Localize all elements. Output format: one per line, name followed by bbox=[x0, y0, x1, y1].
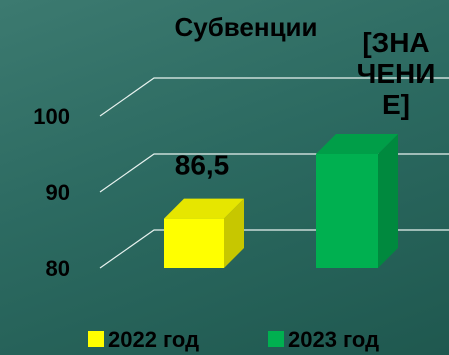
bar-front bbox=[316, 154, 378, 268]
data-labels: 86,5 [ЗНА ЧЕНИ Е] bbox=[175, 27, 436, 181]
legend-item-2023: 2023 год bbox=[268, 327, 379, 352]
data-label-2023: [ЗНА ЧЕНИ Е] bbox=[357, 27, 436, 120]
data-label-2022: 86,5 bbox=[175, 150, 230, 181]
gridline bbox=[99, 77, 449, 117]
legend-swatch bbox=[268, 331, 284, 347]
bar-top bbox=[164, 198, 244, 219]
bar-2023 bbox=[316, 134, 398, 268]
y-tick-label: 90 bbox=[46, 180, 70, 205]
bar-top bbox=[316, 134, 398, 154]
legend-label: 2023 год bbox=[288, 327, 379, 352]
bar-side bbox=[224, 198, 244, 268]
chart-title: Субвенции bbox=[174, 12, 317, 42]
legend: 2022 год 2023 год bbox=[88, 327, 379, 352]
data-label-line: Е] bbox=[382, 89, 410, 120]
bar-front bbox=[164, 218, 224, 268]
bar-2022 bbox=[164, 198, 244, 268]
y-axis-ticks: 80 90 100 bbox=[33, 104, 70, 281]
y-tick-label: 80 bbox=[46, 256, 70, 281]
data-label-line: ЧЕНИ bbox=[357, 58, 436, 89]
data-label-line: [ЗНА bbox=[362, 27, 429, 58]
bar-side bbox=[378, 134, 398, 268]
legend-item-2022: 2022 год bbox=[88, 327, 199, 352]
legend-swatch bbox=[88, 331, 104, 347]
legend-label: 2022 год bbox=[108, 327, 199, 352]
bars bbox=[164, 134, 398, 268]
y-tick-label: 100 bbox=[33, 104, 70, 129]
